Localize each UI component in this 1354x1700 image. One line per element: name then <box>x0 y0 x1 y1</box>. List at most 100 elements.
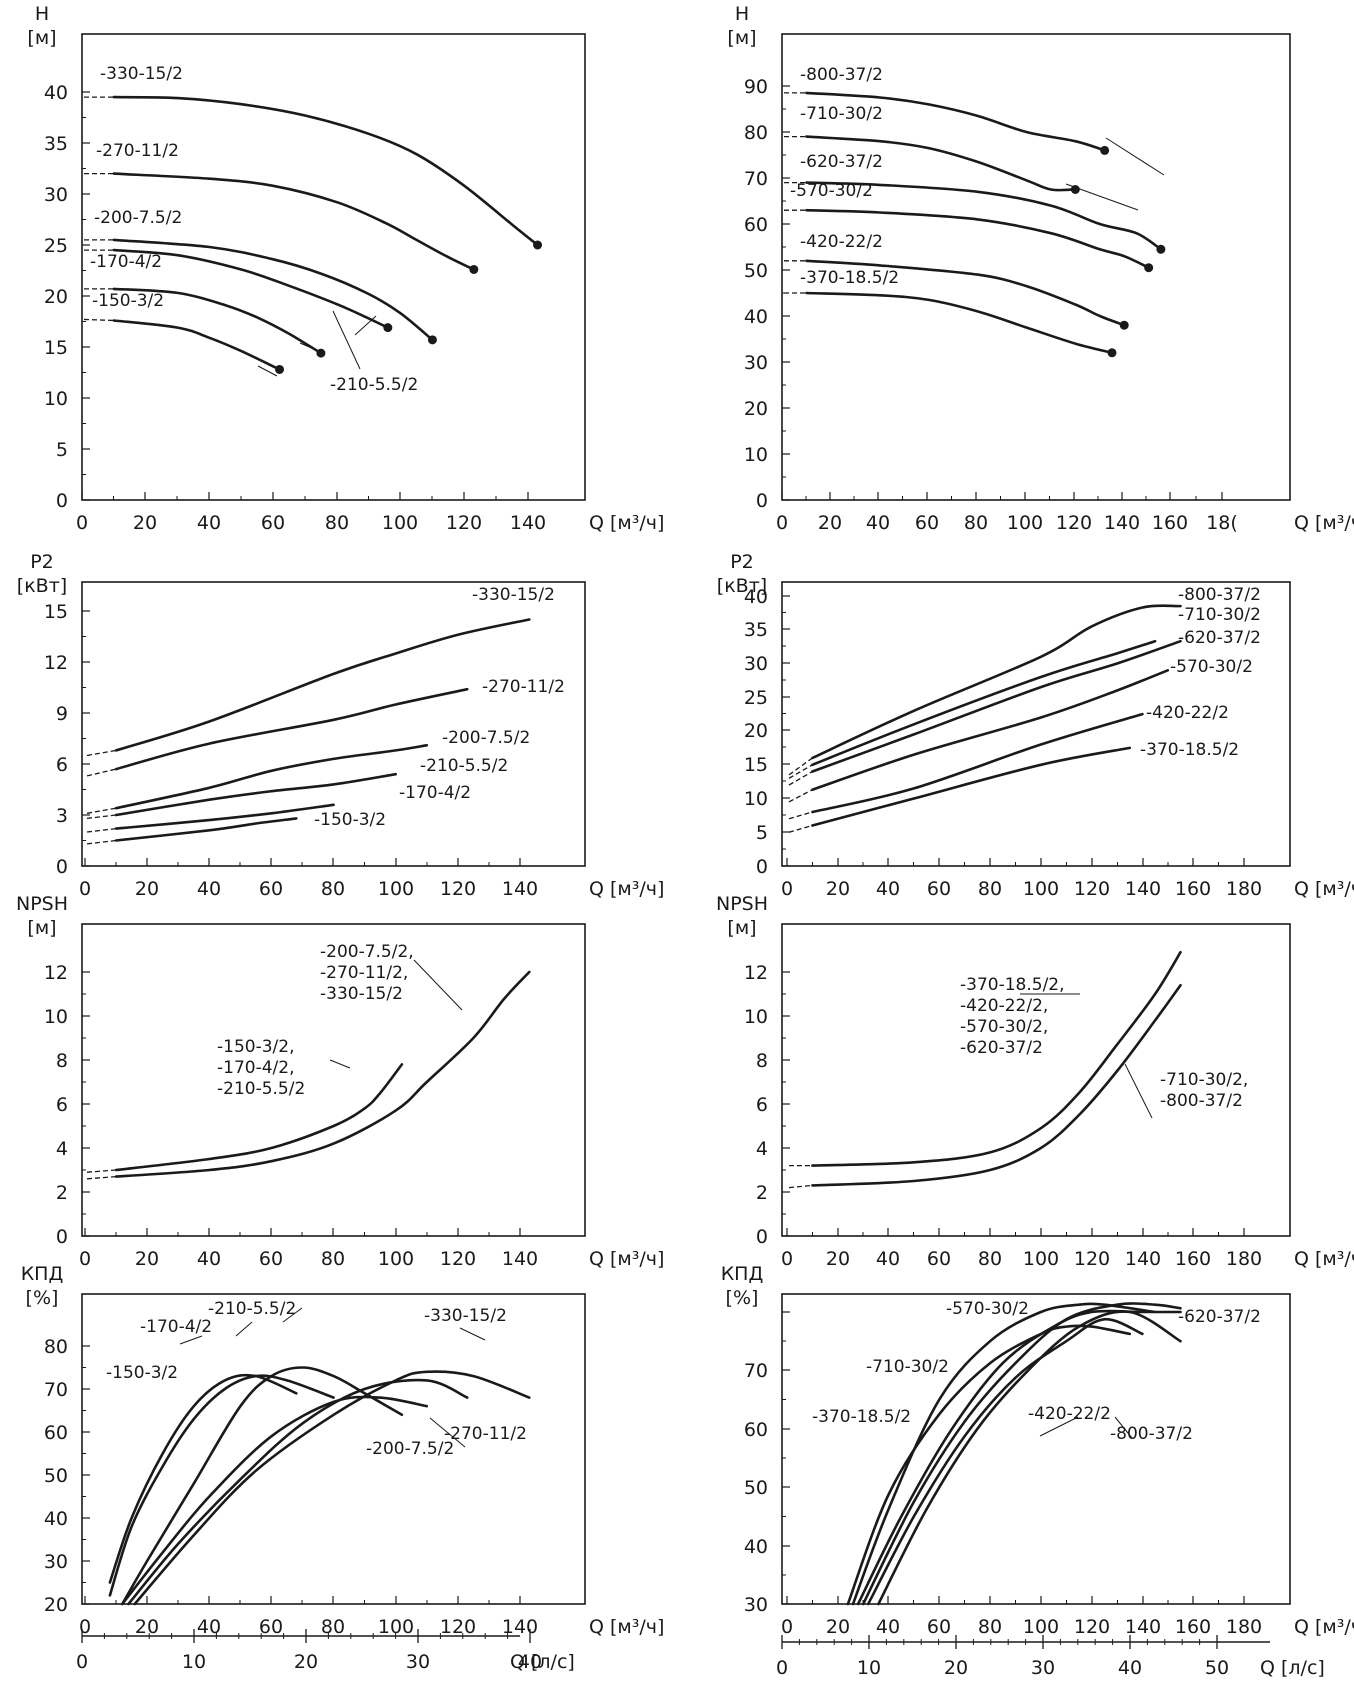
head-right-series-label: -800-37/2 <box>800 65 883 85</box>
power_right-x-tick-label: 0 <box>781 878 793 900</box>
power_left-series <box>86 803 335 833</box>
eff_right-ls-tick-label: 30 <box>1031 1657 1055 1679</box>
power-right-series-label: -800-37/2 <box>1178 585 1261 605</box>
head_left-y-tick-label: 35 <box>44 133 68 155</box>
power_left-series-dashed-lead <box>86 749 117 757</box>
head_right-series <box>784 181 1166 254</box>
head_left-y-tick-label: 5 <box>56 439 68 461</box>
head_right-x-tick-label: 40 <box>866 512 890 534</box>
head_right-x-tick-label: 140 <box>1104 512 1140 534</box>
head_right-series <box>784 135 1080 194</box>
npsh_left-x-tick-label: 80 <box>321 1248 345 1270</box>
head_right-y-tick-label: 20 <box>744 398 768 420</box>
eff_right-y-tick-label: 40 <box>744 1536 768 1558</box>
power_left-series-line <box>114 618 531 752</box>
eff_left-y-tick-label: 80 <box>44 1336 68 1358</box>
eff_left-y-tick-label: 30 <box>44 1551 68 1573</box>
npsh-right-label-b: -710-30/2, <box>1160 1070 1248 1090</box>
label-leader-line <box>332 310 361 370</box>
eff_right-ls-tick-label: 40 <box>1118 1657 1142 1679</box>
eff_right-series <box>856 1309 1182 1606</box>
power_left-x-tick-label: 60 <box>259 878 283 900</box>
power-right-series-label: -370-18.5/2 <box>1140 740 1239 760</box>
power_right-series-line <box>811 712 1144 814</box>
power_right-y-axis-unit: [кВт] <box>717 575 767 597</box>
npsh_right-y-tick-label: 2 <box>756 1182 768 1204</box>
head_right-y-tick-label: 80 <box>744 122 768 144</box>
eff_left-ls-tick-label: 0 <box>76 1651 88 1673</box>
eff-left-series-label: -330-15/2 <box>424 1306 507 1326</box>
head_right-y-axis-unit: [м] <box>727 27 756 49</box>
power_right-x-axis-label: Q [м³/ч] <box>1294 878 1354 900</box>
power_right-series <box>788 746 1132 833</box>
npsh_left-x-tick-label: 140 <box>502 1248 538 1270</box>
npsh-left-label-b: -150-3/2, <box>217 1037 294 1057</box>
power_left-y-axis-unit: [кВт] <box>17 575 67 597</box>
head_left-y-tick-label: 30 <box>44 184 68 206</box>
head_right-x-tick-label: 100 <box>1007 512 1043 534</box>
npsh_right-x-tick-label: 120 <box>1074 1248 1110 1270</box>
head_left-y-axis-title: H <box>35 3 49 25</box>
npsh_left-y-tick-label: 8 <box>56 1050 68 1072</box>
npsh_right-x-tick-label: 20 <box>826 1248 850 1270</box>
eff_right-x-tick-label: 20 <box>826 1616 850 1638</box>
head_left-x-tick-label: 0 <box>76 512 88 534</box>
power-left-series-label: -200-7.5/2 <box>442 728 530 748</box>
eff_left-chart: 20 30 40 50 60 70 80 0 20 40 60 80 100 120 140 Q [м³/ч]… <box>21 1263 665 1638</box>
eff_left-x-tick-label: 80 <box>321 1616 345 1638</box>
eff_left-y-tick-label: 50 <box>44 1465 68 1487</box>
eff_right-series <box>851 1302 1157 1606</box>
head_right-chart: 0 10 20 30 40 50 60 70 80 90 0 20 40 60 80 100 120 140 160… <box>727 3 1354 534</box>
eff_left-y-tick-label: 70 <box>44 1379 68 1401</box>
eff_right-ls-axis-label: Q [л/с] <box>1260 1657 1325 1679</box>
power_left-series-line <box>114 772 397 817</box>
head-right-series-label: -420-22/2 <box>800 232 883 252</box>
power_left-series-line <box>114 803 335 830</box>
eff_right-x-tick-label: 140 <box>1125 1616 1161 1638</box>
head-right-series-label: -570-30/2 <box>790 181 873 201</box>
power_right-x-tick-label: 40 <box>876 878 900 900</box>
label-leader-line <box>459 1327 486 1341</box>
power_left-y-tick-label: 6 <box>56 754 68 776</box>
head_left-y-tick-label: 25 <box>44 235 68 257</box>
npsh_left-y-tick-label: 0 <box>56 1226 68 1248</box>
npsh_left-y-axis-unit: [м] <box>27 917 56 939</box>
power_right-y-tick-label: 35 <box>744 619 768 641</box>
label-leader-line <box>429 1417 466 1448</box>
power-right-series-label: -570-30/2 <box>1170 657 1253 677</box>
eff_right-frame <box>781 1293 1291 1605</box>
eff_left-x-tick-label: 120 <box>440 1616 476 1638</box>
head_right-series-line <box>805 181 1163 251</box>
power_right-series-line <box>811 669 1170 791</box>
eff_right-series-line <box>851 1302 1157 1606</box>
power_right-x-tick-label: 180 <box>1226 878 1262 900</box>
power_left-series <box>86 772 397 820</box>
head_left-y-tick-label: 20 <box>44 286 68 308</box>
eff_left-series-line <box>133 1370 531 1606</box>
head_right-series-end-marker <box>1144 263 1154 273</box>
npsh_left-y-tick-label: 12 <box>44 962 68 984</box>
head_left-series-line <box>112 172 476 271</box>
eff_left-series <box>121 1395 429 1606</box>
head_right-x-axis-label: Q [м³/ч] <box>1294 512 1354 534</box>
power_right-series-dashed-lead <box>788 789 813 803</box>
eff_left-y-tick-label: 60 <box>44 1422 68 1444</box>
power_right-x-tick-label: 140 <box>1125 878 1161 900</box>
head_right-series-end-marker <box>1107 348 1117 358</box>
power_right-series-line <box>811 639 1182 773</box>
eff-left-series-label: -170-4/2 <box>140 1317 212 1337</box>
power_left-chart: 0 3 6 9 12 15 0 20 40 60 80 100 120 140 Q [м³/ч] P2[кВт… <box>17 551 665 900</box>
eff_left-y-tick-label: 20 <box>44 1594 68 1616</box>
power-right-series-label: -710-30/2 <box>1178 605 1261 625</box>
eff_left-x-tick-label: 0 <box>79 1616 91 1638</box>
power_left-y-tick-label: 15 <box>44 601 68 623</box>
head-left-series-label: -150-3/2 <box>92 291 164 311</box>
eff_right-x-tick-label: 0 <box>781 1616 793 1638</box>
head_right-y-tick-label: 90 <box>744 76 768 98</box>
eff_left-series-line <box>108 1374 335 1597</box>
power_left-series-dashed-lead <box>86 827 117 833</box>
npsh_left-x-axis-label: Q [м³/ч] <box>589 1248 664 1270</box>
eff_left-ls-tick-label: 20 <box>294 1651 318 1673</box>
head_left-series <box>83 318 285 374</box>
head_right-y-tick-label: 0 <box>756 490 768 512</box>
